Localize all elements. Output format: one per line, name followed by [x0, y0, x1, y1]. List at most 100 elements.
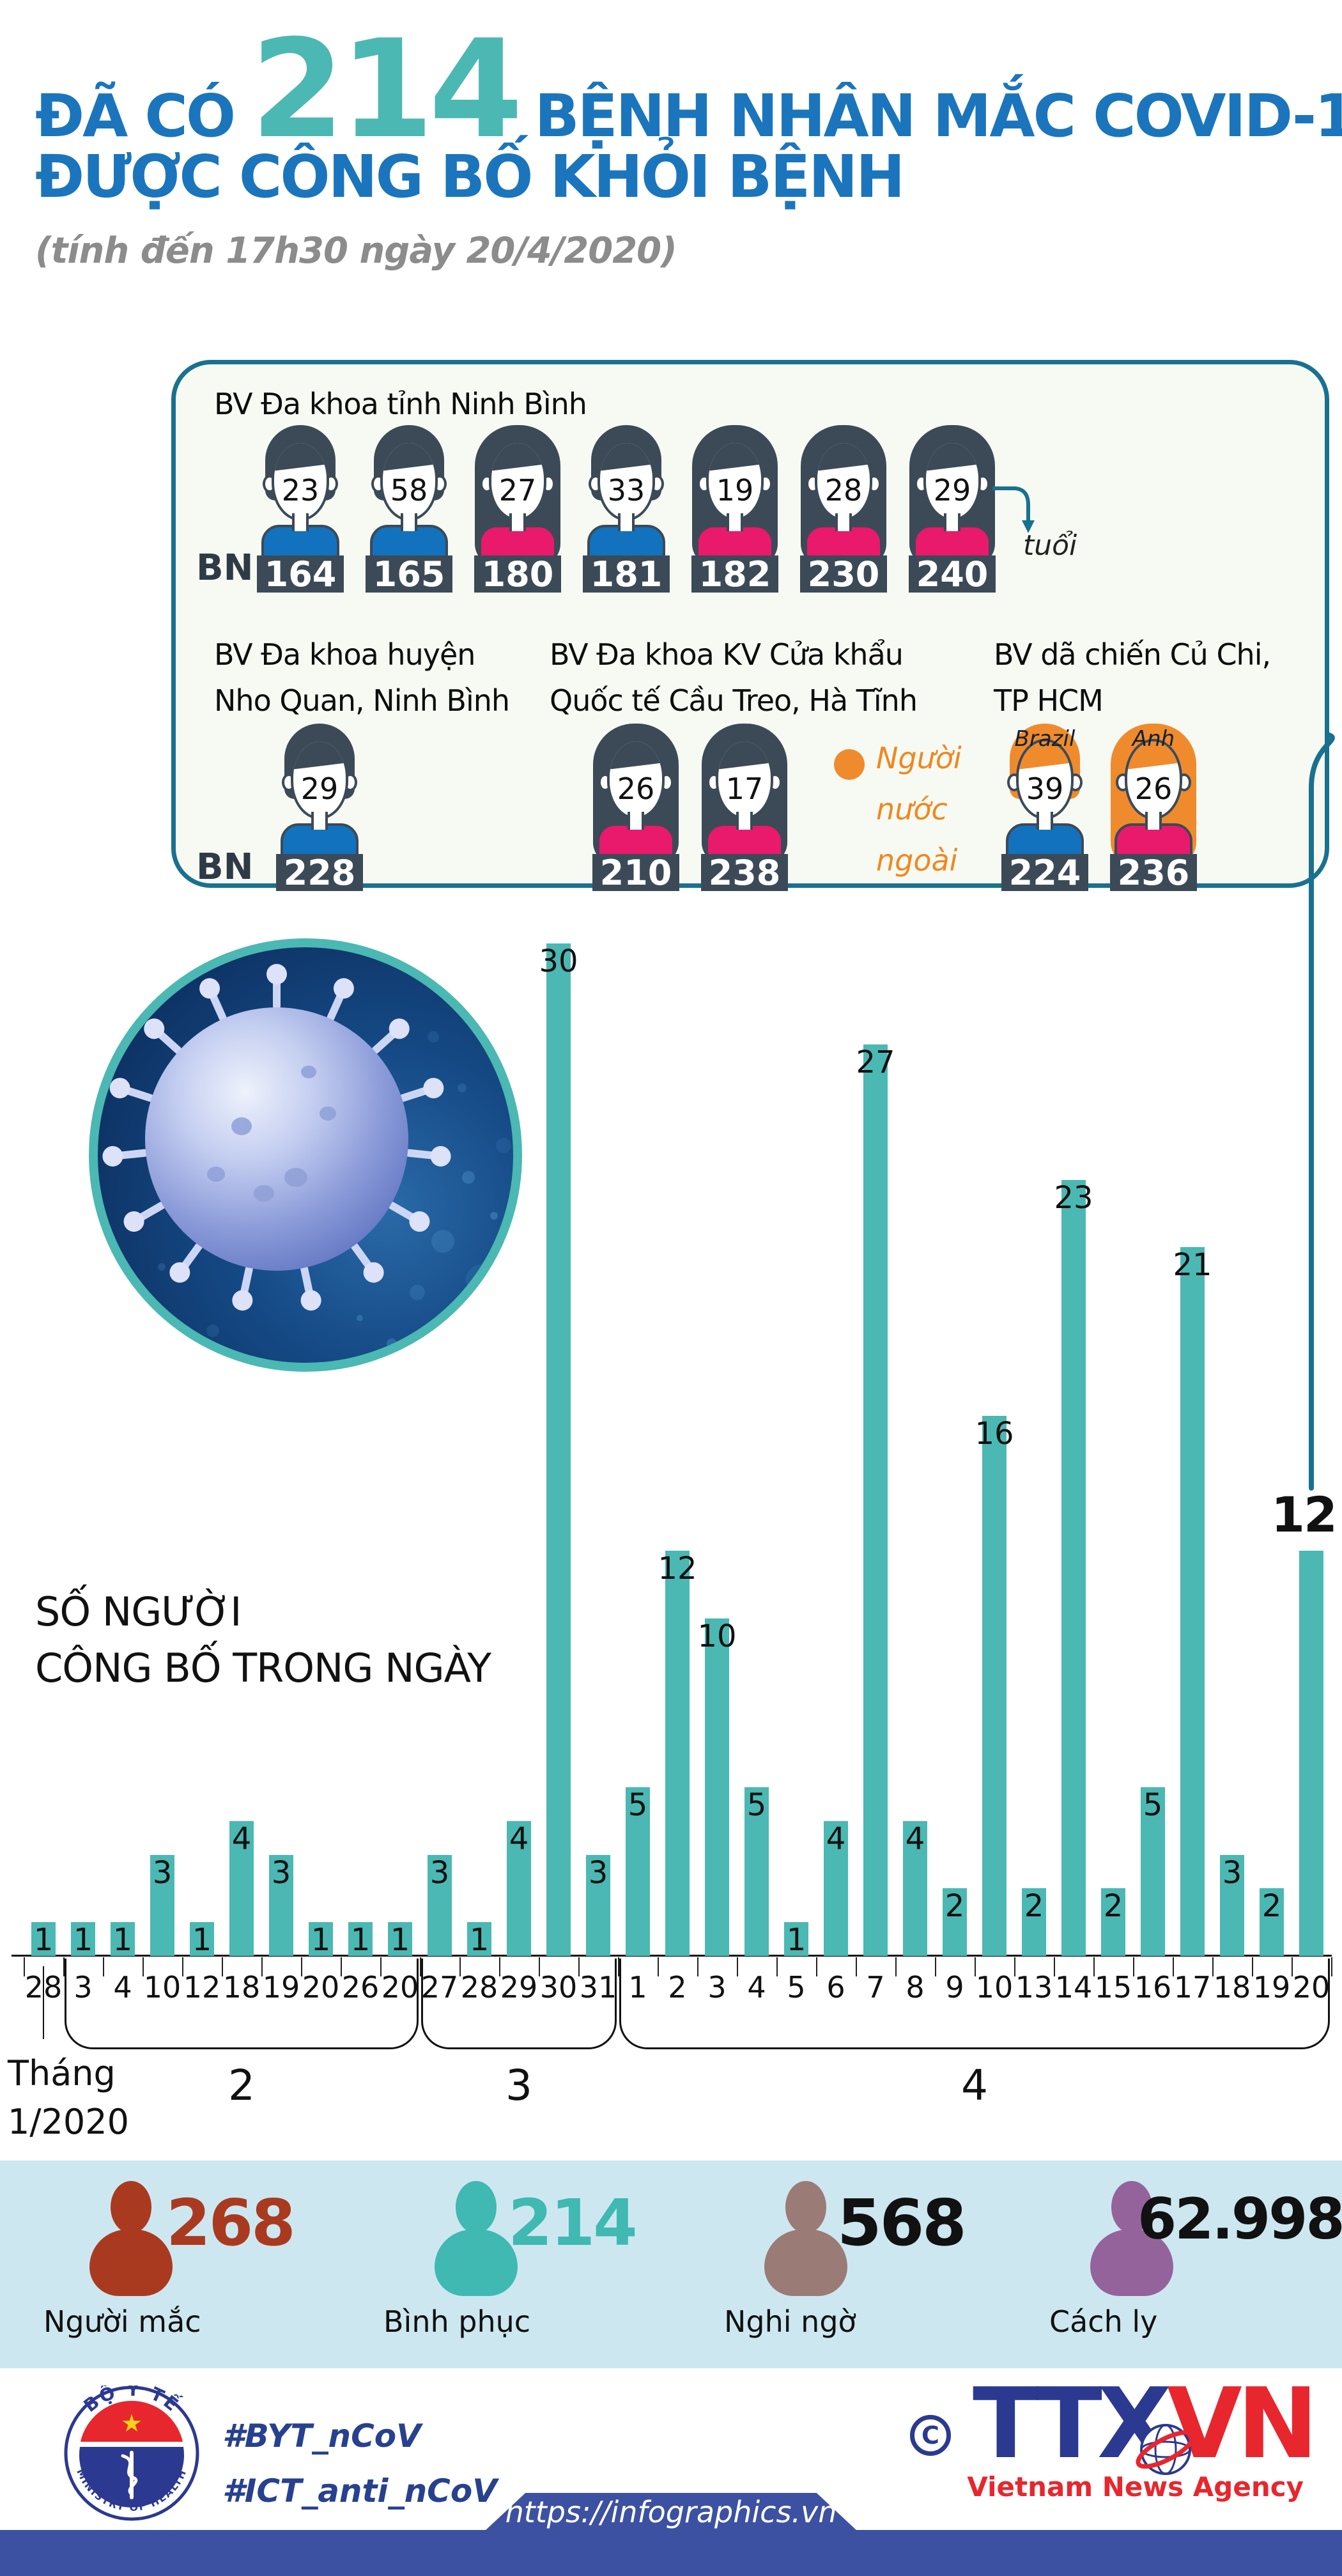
patient-icon-bn-240: 29 240 — [904, 425, 1000, 594]
patient-age: 27 — [498, 473, 537, 508]
bn-label-row1: BN — [196, 547, 254, 589]
person-head — [1111, 2181, 1152, 2233]
bar-value-label: 2 — [1261, 1888, 1282, 1924]
patient-bn-number: 230 — [800, 554, 887, 594]
hospital-name-nho-quan: BV Đa khoa huyện Nho Quan, Ninh Bình — [214, 632, 510, 724]
axis-tick — [1292, 1957, 1293, 1976]
x-axis-label: 18 — [222, 1970, 261, 2005]
axis-tick — [1054, 1957, 1055, 1976]
bar-day-29-value-4 — [507, 1821, 531, 1956]
bar-value-label: 1 — [33, 1922, 54, 1958]
foreigner-legend-line: Người — [876, 741, 962, 775]
stat-label: Nghi ngờ — [724, 2304, 856, 2339]
bar-day-8-value-4 — [903, 1821, 927, 1956]
hair-fringe — [491, 443, 544, 472]
hospital-name-line: BV Đa khoa tỉnh Ninh Bình — [214, 387, 587, 421]
person-head — [111, 2181, 151, 2233]
bar-day-3-value-10 — [705, 1618, 729, 1956]
axis-tick — [420, 1957, 421, 1976]
globe-icon — [1136, 2424, 1196, 2475]
patient-bn-number: 180 — [474, 554, 561, 594]
bar-day-16-value-5 — [1141, 1787, 1165, 1956]
x-axis-label: 3 — [707, 1970, 727, 2005]
axis-tick — [24, 1957, 25, 1976]
age-arrow-icon — [992, 486, 1035, 533]
x-axis-label: 27 — [420, 1970, 459, 2005]
x-axis-label: 12 — [183, 1970, 221, 2005]
agency-name: Vietnam News Agency — [967, 2471, 1304, 2502]
patient-neck — [835, 513, 852, 531]
month-bracket-4 — [619, 1959, 1330, 2049]
hashtag: #BYT_nCoV — [222, 2417, 421, 2455]
x-axis-label: 2 — [668, 1970, 687, 2005]
bar-day-12-value-1 — [190, 1922, 214, 1956]
x-axis-label: 1 — [628, 1970, 647, 2005]
axis-tick — [301, 1957, 302, 1976]
x-axis-label: 31 — [579, 1970, 617, 2005]
bar-value-label: 3 — [429, 1855, 450, 1891]
axis-tick — [975, 1957, 976, 1976]
patient-neck — [401, 513, 417, 531]
hair-fringe — [610, 741, 662, 770]
x-axis-label: 18 — [1213, 1970, 1251, 2005]
patient-bn-number: 210 — [592, 853, 679, 893]
chart-title-line: SỐ NGƯỜI — [35, 1588, 242, 1635]
axis-tick — [578, 1957, 580, 1976]
bar-value-label: 4 — [826, 1821, 846, 1857]
patient-face: 29 — [923, 440, 981, 521]
month-bracket-2 — [65, 1959, 419, 2049]
bar-day-13-value-2 — [1022, 1888, 1046, 1956]
person-head — [456, 2181, 497, 2233]
person-body — [1090, 2230, 1173, 2296]
hospital-name-line: Quốc tế Cầu Treo, Hà Tĩnh — [550, 683, 918, 718]
patients-row-cu-chi: 39 224 Brazil 26 236 Anh — [997, 724, 1201, 893]
x-axis-label: 28 — [24, 1970, 63, 2005]
x-axis-label: 10 — [143, 1970, 181, 2005]
patient-neck — [944, 513, 960, 531]
title-prefix: ĐÃ CÓ — [35, 82, 236, 150]
axis-tick — [658, 1957, 659, 1976]
patient-face: 33 — [598, 440, 655, 521]
patient-age: 58 — [390, 473, 428, 508]
patient-neck — [311, 812, 328, 830]
patient-bn-number: 181 — [583, 554, 670, 594]
axis-tick — [539, 1957, 540, 1976]
patient-bn-number: 238 — [701, 853, 788, 893]
patient-icon-bn-228: 29 228 — [272, 724, 367, 893]
x-axis-line — [12, 1955, 1332, 1957]
x-axis-label: 4 — [113, 1970, 132, 2005]
axis-tick — [261, 1957, 263, 1976]
axis-tick — [1173, 1957, 1174, 1976]
person-icon-cách-ly — [1090, 2181, 1173, 2296]
month-label-1/2020: Tháng 1/2020 — [8, 2049, 129, 2146]
bar-day-18-value-4 — [229, 1821, 254, 1956]
patients-row-cau-treo: 26 210 17 238 — [588, 724, 792, 893]
person-body — [764, 2230, 847, 2296]
age-legend-label: tuổi — [1023, 529, 1077, 562]
bar-day-27-value-3 — [428, 1855, 452, 1956]
bar-value-label: 1 — [311, 1922, 331, 1958]
patient-bn-number: 165 — [366, 554, 452, 594]
person-icon-người-mắc — [89, 2181, 173, 2296]
bar-day-19-value-2 — [1260, 1888, 1284, 1956]
title-highlight-number: 214 — [251, 10, 523, 168]
ministry-of-health-logo: BỘ Y TẾ MINISTRY OF HEALTH ★ — [64, 2386, 199, 2521]
x-axis-label: 26 — [341, 1970, 380, 2005]
infographics-url[interactable]: https://infographics.vn — [505, 2495, 837, 2529]
axis-tick — [895, 1957, 897, 1976]
bar-value-label: 1 — [390, 1922, 410, 1958]
patient-age: 28 — [824, 473, 863, 508]
bar-day-20-value-1 — [309, 1922, 333, 1956]
patient-face: 58 — [380, 440, 438, 521]
x-axis-label: 10 — [975, 1970, 1014, 2005]
bar-day-4-value-1 — [111, 1922, 135, 1956]
axis-tick — [63, 1957, 65, 1976]
patient-face: 29 — [291, 739, 348, 819]
bar-day-20-value-1 — [388, 1922, 412, 1956]
x-axis-label: 29 — [500, 1970, 538, 2005]
hair-fringe — [926, 443, 978, 472]
bar-value-label: 5 — [628, 1787, 648, 1823]
patient-age: 33 — [607, 473, 645, 508]
url-tab[interactable]: https://infographics.vn — [484, 2493, 858, 2531]
hair-fringe — [293, 741, 346, 770]
